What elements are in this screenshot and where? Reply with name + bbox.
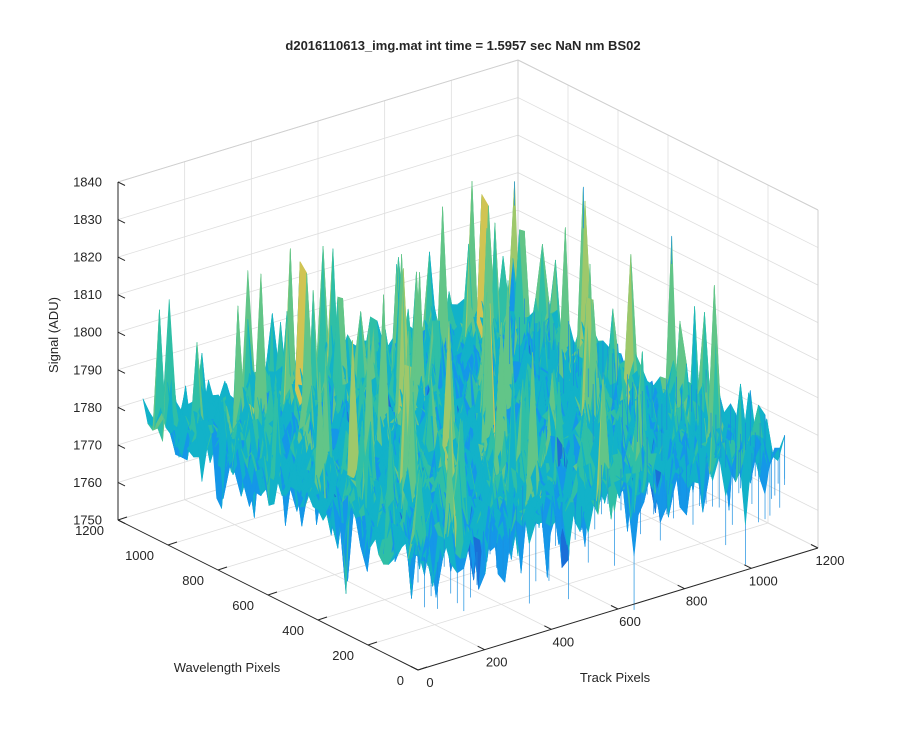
x-tick-mark — [410, 666, 419, 671]
back-wall-gridline — [117, 209, 519, 333]
z-tick-mark — [117, 406, 126, 412]
z-tick-label: 1800 — [73, 325, 102, 340]
y-tick-label: 200 — [332, 648, 354, 663]
z-tick-mark — [117, 444, 126, 449]
z-tick-label: 1830 — [73, 212, 102, 227]
y-tick-mark — [267, 591, 278, 596]
back-wall-gridline — [117, 172, 519, 296]
y-tick-mark — [367, 641, 378, 646]
z-tick-mark — [117, 369, 126, 374]
z-tick-mark — [117, 294, 126, 299]
z-tick-mark — [117, 256, 126, 262]
y-tick-mark — [417, 666, 428, 671]
x-tick-mark — [810, 544, 819, 549]
x-tick-mark — [610, 605, 619, 610]
surface-patch — [142, 398, 155, 429]
y-tick-mark — [117, 516, 128, 521]
side-wall-gridline — [517, 172, 819, 324]
axis-layer: 0 200 400 600 800 1000 1200 0 200 400 600 800 1000 12… — [73, 175, 844, 691]
z-tick-mark — [117, 519, 126, 524]
x-tick-label: 400 — [552, 634, 574, 649]
x-tick-label: 200 — [486, 655, 508, 670]
side-wall-gridline — [517, 209, 819, 361]
x-tick-label: 0 — [426, 675, 433, 690]
z-tick-label: 1820 — [73, 250, 102, 265]
z-tick-label: 1750 — [73, 513, 102, 528]
x-tick-mark — [477, 645, 485, 651]
y-tick-mark — [167, 541, 178, 546]
floor-gridline — [317, 497, 719, 621]
y-axis-label: Wavelength Pixels — [174, 660, 281, 675]
y-tick-label: 800 — [182, 573, 204, 588]
y-tick-label: 0 — [397, 673, 404, 688]
side-wall-gridline — [517, 97, 819, 248]
x-tick-label: 1200 — [816, 553, 845, 568]
x-tick-mark — [744, 564, 752, 569]
y-tick-label: 1000 — [125, 548, 154, 563]
back-wall-gridline — [117, 247, 519, 371]
z-tick-label: 1760 — [73, 475, 102, 490]
box-edge — [517, 59, 819, 211]
z-tick-mark — [117, 481, 126, 487]
z-tick-label: 1840 — [73, 175, 102, 190]
x-tick-label: 1000 — [749, 573, 778, 588]
surface-layer — [142, 181, 786, 612]
y-tick-mark — [317, 616, 328, 621]
back-wall-gridline — [117, 134, 519, 258]
z-tick-mark — [117, 219, 126, 224]
z-tick-mark — [117, 331, 126, 337]
side-wall-gridline — [517, 134, 819, 286]
x-tick-mark — [544, 625, 552, 630]
z-tick-label: 1780 — [73, 400, 102, 415]
z-axis-label: Signal (ADU) — [46, 297, 61, 373]
floor-gridline — [367, 522, 769, 646]
chart-title: d2016110613_img.mat int time = 1.5957 se… — [285, 38, 640, 53]
y-tick-label: 1200 — [75, 523, 104, 538]
z-tick-mark — [117, 181, 126, 186]
y-tick-mark — [217, 566, 228, 571]
y-tick-label: 600 — [232, 598, 254, 613]
z-tick-label: 1810 — [73, 287, 102, 302]
y-tick-label: 400 — [282, 623, 304, 638]
z-tick-label: 1770 — [73, 437, 102, 452]
box-edge — [117, 59, 519, 183]
x-tick-mark — [677, 584, 685, 590]
back-wall-gridline — [117, 97, 519, 220]
z-tick-label: 1790 — [73, 362, 102, 377]
x-tick-label: 600 — [619, 614, 641, 629]
x-tick-label: 800 — [686, 594, 708, 609]
x-axis-label: Track Pixels — [580, 670, 651, 685]
side-wall-gridline — [517, 247, 819, 399]
